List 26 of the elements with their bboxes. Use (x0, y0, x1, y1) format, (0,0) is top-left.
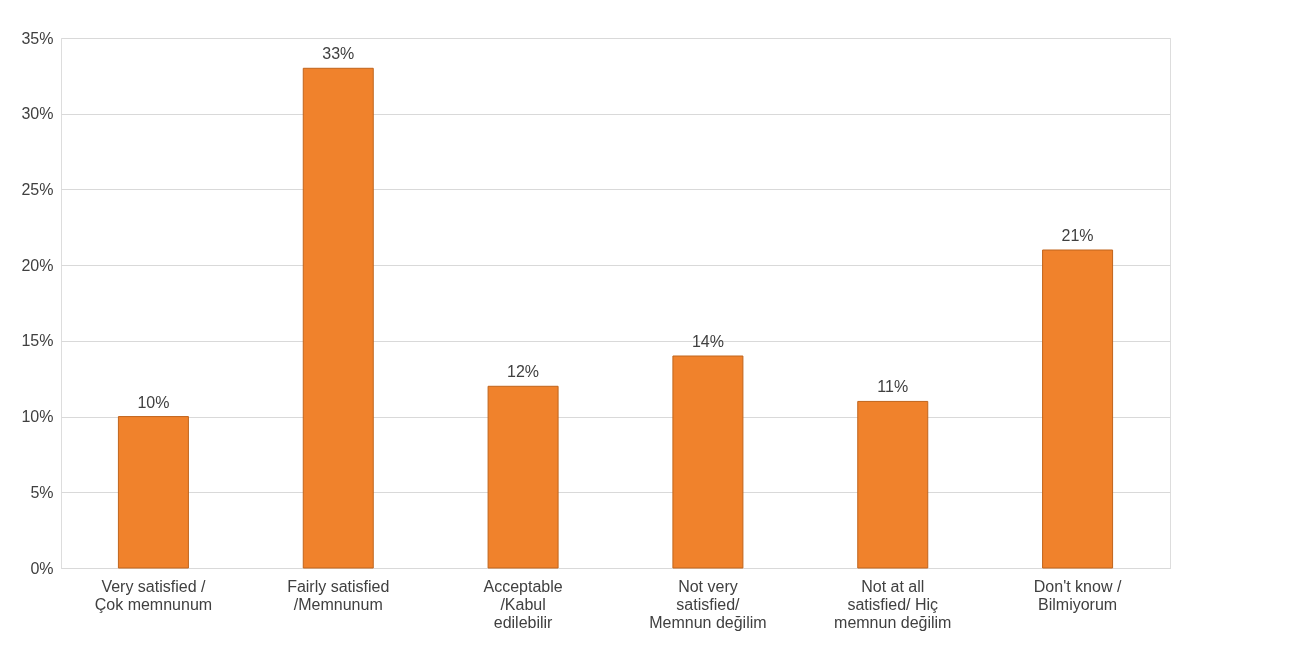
y-tick-label: 5% (30, 483, 54, 501)
y-tick-label: 20% (21, 256, 54, 274)
data-label: 11% (877, 378, 909, 396)
bar (672, 355, 744, 569)
data-label: 12% (507, 363, 540, 381)
y-tick-label: 30% (21, 105, 54, 123)
bar (117, 416, 189, 569)
x-tick-label: Acceptable /Kabul edilebilir (483, 577, 563, 631)
data-label: 33% (322, 45, 355, 63)
data-label: 21% (1061, 227, 1094, 244)
y-tick-label: 10% (21, 408, 54, 426)
bar (857, 400, 929, 569)
x-tick-label: Not at all satisfied/ Hiç memnun değilim (834, 577, 952, 631)
bar (487, 385, 559, 569)
data-label: 10% (137, 393, 170, 411)
x-tick-label: Fairly satisfied /Memnunum (287, 577, 390, 613)
y-tick-label: 15% (21, 332, 54, 350)
y-tick-label: 25% (21, 180, 54, 198)
bar (1042, 249, 1114, 569)
y-tick-label: 35% (21, 29, 54, 47)
x-tick-label: Don't know / Bilmiyorum (1033, 577, 1122, 613)
x-tick-label: Very satisfied / Çok memnunum (94, 577, 213, 613)
x-tick-label: Not very satisfied/ Memnun değilim (649, 577, 767, 631)
data-label: 14% (691, 333, 724, 350)
bar (302, 67, 374, 569)
y-tick-label: 0% (30, 559, 54, 577)
